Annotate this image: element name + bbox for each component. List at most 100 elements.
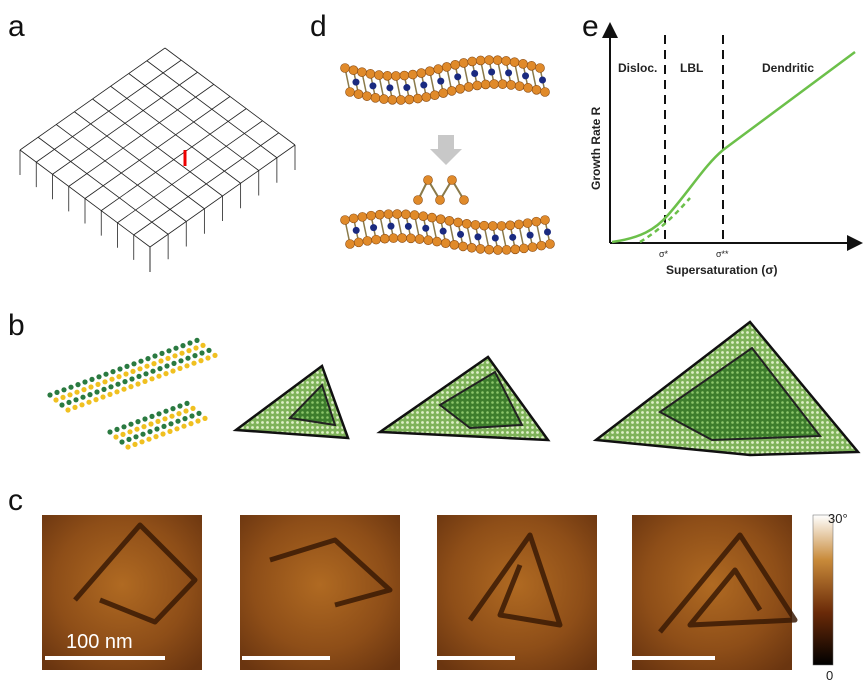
- sulfur-atom: [445, 216, 454, 225]
- sulfur-atom: [346, 88, 355, 97]
- triangle: [236, 366, 348, 438]
- sulfur-atom: [511, 245, 520, 254]
- metal-atom: [420, 82, 427, 89]
- atom: [134, 427, 139, 432]
- atom: [102, 379, 107, 384]
- sulfur-atom: [419, 212, 428, 221]
- region-label: LBL: [680, 61, 703, 75]
- sulfur-atom: [506, 221, 515, 230]
- atom: [165, 356, 170, 361]
- sulfur-atom: [497, 221, 506, 230]
- sulfur-atom: [414, 196, 423, 205]
- atom: [189, 413, 194, 418]
- atom: [147, 429, 152, 434]
- atom: [144, 364, 149, 369]
- atom: [114, 427, 119, 432]
- sulfur-atom: [430, 91, 439, 100]
- sulfur-atom: [454, 218, 463, 227]
- atom: [131, 361, 136, 366]
- atom: [121, 387, 126, 392]
- sulfur-atom: [436, 196, 445, 205]
- metal-atom: [509, 234, 516, 241]
- spiral-stages: [47, 322, 858, 455]
- growth-plot: Disloc. LBL Dendritic σ* σ** Supersatura…: [589, 30, 855, 277]
- panel-label: a: [8, 10, 25, 43]
- sulfur-atom: [546, 240, 555, 249]
- sulfur-atom: [488, 221, 497, 230]
- atom: [183, 408, 188, 413]
- atom: [133, 434, 138, 439]
- x-axis-title: Supersaturation (σ): [666, 263, 778, 277]
- atom: [67, 392, 72, 397]
- atom: [184, 363, 189, 368]
- sulfur-atom: [507, 80, 516, 89]
- metal-atom: [440, 228, 447, 235]
- sulfur-atom: [502, 56, 511, 65]
- atom: [163, 371, 168, 376]
- sulfur-atom: [384, 210, 393, 219]
- atom: [173, 346, 178, 351]
- atom: [169, 414, 174, 419]
- metal-atom: [370, 224, 377, 231]
- atom: [196, 411, 201, 416]
- sulfur-atom: [527, 61, 536, 70]
- sulfur-atom: [481, 80, 490, 89]
- sulfur-atom: [528, 243, 537, 252]
- atom: [124, 364, 129, 369]
- atom: [159, 351, 164, 356]
- sulfur-atom: [410, 211, 419, 220]
- atom: [81, 387, 86, 392]
- atom: [53, 397, 58, 402]
- afm-image: [632, 515, 792, 670]
- atom: [190, 406, 195, 411]
- atom: [75, 382, 80, 387]
- sulfur-atom: [523, 219, 532, 228]
- sulfur-atom: [357, 68, 366, 77]
- atom: [89, 377, 94, 382]
- sulfur-atom: [398, 234, 407, 243]
- grid-edge: [85, 97, 230, 199]
- sulfur-atom: [358, 212, 367, 221]
- sulfur-atom: [401, 210, 410, 219]
- atom: [130, 369, 135, 374]
- grid-edge: [134, 133, 279, 235]
- sulfur-atom: [532, 85, 541, 94]
- sulfur-atom: [524, 83, 533, 92]
- atom: [182, 416, 187, 421]
- atom: [170, 406, 175, 411]
- grid-edge: [20, 48, 165, 150]
- atom: [119, 439, 124, 444]
- atom: [136, 374, 141, 379]
- growth-curve: [612, 52, 855, 242]
- sulfur-atom: [476, 56, 485, 65]
- grid-edge: [36, 60, 181, 162]
- sulfur-atom: [459, 242, 468, 251]
- sulfur-atom: [354, 90, 363, 99]
- sulfur-atom: [341, 216, 350, 225]
- atom: [95, 382, 100, 387]
- sulfur-atom: [346, 240, 355, 249]
- atom: [139, 439, 144, 444]
- sulfur-atom: [424, 176, 433, 185]
- atom: [138, 359, 143, 364]
- metal-atom: [539, 77, 546, 84]
- sulfur-atom: [464, 82, 473, 91]
- atom: [168, 421, 173, 426]
- atom: [94, 389, 99, 394]
- atom: [103, 372, 108, 377]
- grid-edge: [101, 109, 246, 211]
- atom: [116, 374, 121, 379]
- metal-atom: [437, 78, 444, 85]
- atom: [170, 368, 175, 373]
- sulfur-atom: [366, 69, 375, 78]
- atom: [161, 424, 166, 429]
- metal-atom: [527, 232, 534, 239]
- atom: [132, 442, 137, 447]
- colorbar-min: 0: [826, 668, 833, 682]
- atom: [73, 397, 78, 402]
- atom: [127, 429, 132, 434]
- atom: [158, 358, 163, 363]
- panel-label: d: [310, 10, 327, 43]
- atom: [145, 356, 150, 361]
- sulfur-atom: [537, 241, 546, 250]
